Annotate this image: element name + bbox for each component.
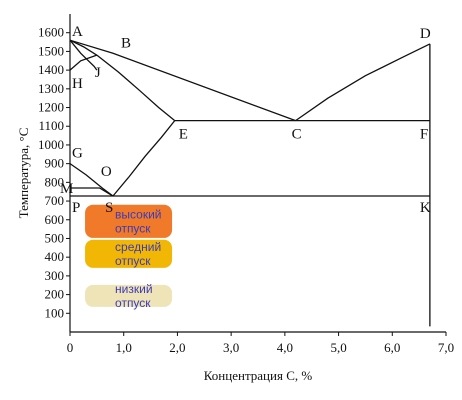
point-label: C [292, 127, 302, 143]
x-tick-label: 1,0 [116, 340, 132, 355]
zone-label: отпуск [115, 254, 151, 268]
y-tick-label: 600 [45, 212, 65, 227]
x-tick-label: 0 [67, 340, 74, 355]
point-label: P [72, 200, 80, 216]
point-label: H [72, 76, 83, 92]
point-label: O [101, 164, 112, 180]
y-tick-label: 800 [45, 174, 65, 189]
point-label: A [72, 24, 83, 40]
zone-label: низкий [115, 282, 153, 296]
x-axis-label: Концентрация С, % [204, 368, 313, 383]
point-label: M [60, 181, 73, 197]
phase-line [112, 120, 176, 197]
phase-line [69, 39, 296, 122]
y-tick-label: 300 [45, 268, 65, 283]
x-tick-label: 3,0 [223, 340, 239, 355]
y-tick-label: 1400 [38, 62, 64, 77]
point-label: S [105, 200, 113, 216]
point-label: D [420, 26, 431, 42]
zone-label: отпуск [115, 296, 151, 310]
zone-label: средний [115, 240, 161, 254]
y-tick-label: 1100 [38, 118, 64, 133]
point-label: F [420, 127, 428, 143]
tempering-zone [85, 204, 173, 238]
y-axis-label: Температура, °С [16, 128, 31, 219]
y-tick-label: 700 [45, 193, 65, 208]
y-tick-label: 1200 [38, 100, 64, 115]
phase-line [69, 39, 98, 56]
x-tick-label: 4,0 [277, 340, 293, 355]
y-tick-label: 400 [45, 249, 65, 264]
tempering-zone [85, 284, 173, 307]
y-tick-label: 500 [45, 230, 65, 245]
zone-label: отпуск [115, 221, 151, 235]
x-tick-label: 2,0 [169, 340, 185, 355]
y-tick-label: 900 [45, 156, 65, 171]
zone-label: высокий [115, 207, 161, 221]
phase-line [69, 163, 114, 197]
y-tick-label: 1300 [38, 81, 64, 96]
phase-line [295, 43, 431, 122]
point-label: B [121, 35, 131, 51]
point-label: K [420, 200, 431, 216]
phase-line [69, 54, 98, 71]
x-tick-label: 5,0 [330, 340, 346, 355]
phase-line [70, 187, 114, 197]
y-tick-label: 1600 [38, 25, 64, 40]
y-tick-label: 100 [45, 305, 65, 320]
point-label: G [72, 146, 83, 162]
y-tick-label: 200 [45, 287, 65, 302]
x-tick-label: 7,0 [438, 340, 454, 355]
point-label: J [95, 65, 101, 81]
phase-line [69, 39, 98, 71]
y-tick-label: 1500 [38, 43, 64, 58]
tempering-zone [85, 239, 173, 268]
y-tick-label: 1000 [38, 137, 64, 152]
x-tick-label: 6,0 [384, 340, 400, 355]
point-label: E [179, 127, 188, 143]
phase-line [96, 54, 176, 122]
